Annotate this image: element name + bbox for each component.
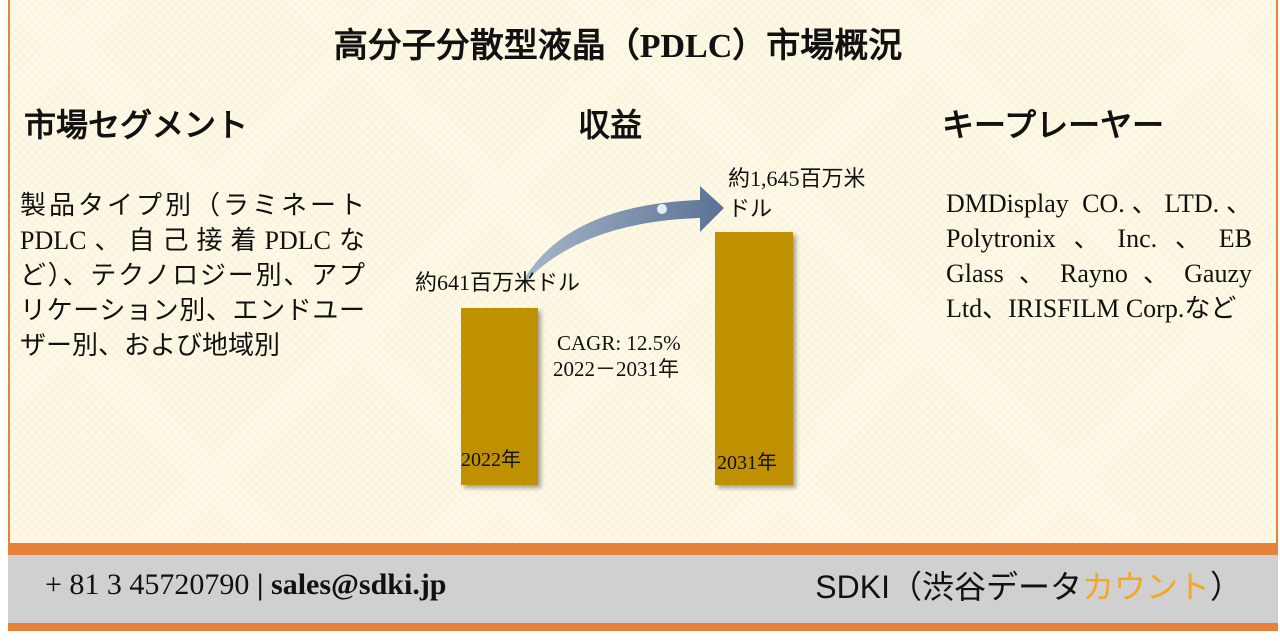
players-heading: キープレーヤー — [942, 107, 1165, 143]
players-text: DMDisplay CO.、LTD.、Polytronix、Inc.、EB Gl… — [946, 189, 1252, 323]
content-panel — [8, 0, 1278, 545]
growth-arrow — [518, 186, 724, 290]
start-value: 約641百万米ドル — [415, 270, 581, 295]
separator: | — [256, 568, 264, 601]
email: sales@sdki.jp — [271, 568, 447, 601]
phone: + 81 3 45720790 — [45, 568, 250, 601]
brand-highlight: カウント — [1081, 569, 1210, 605]
start-year: 2022年 — [461, 449, 521, 471]
revenue-graphic — [461, 186, 793, 485]
brand-text: ） — [1209, 569, 1242, 605]
footer-band — [8, 555, 1278, 623]
end-value: 約1,645百万米ドル — [728, 166, 866, 221]
cagr: CAGR: 12.5% — [557, 331, 681, 355]
bar-2022 — [461, 308, 538, 485]
footer-rule — [8, 623, 1278, 631]
footer-rule — [8, 545, 1278, 555]
brand: SDKI（渋谷データカウント） — [815, 562, 1242, 608]
brand-text: SDKI（渋谷データ — [815, 569, 1082, 605]
arrow-dot — [657, 204, 667, 214]
contact: + 81 3 45720790 | sales@sdki.jp — [45, 568, 447, 602]
cagr-period: 2022－2031年 — [553, 357, 679, 381]
segment-heading: 市場セグメント — [24, 107, 249, 143]
revenue-heading: 収益 — [578, 107, 643, 143]
end-year: 2031年 — [717, 452, 777, 474]
segment-text: 製品タイプ別（ラミネートPDLC、自己接着PDLCなど）、テクノロジー別、アプリ… — [20, 191, 365, 360]
title: 高分子分散型液晶（PDLC）市場概況 — [333, 28, 903, 65]
bar-2031 — [715, 232, 793, 485]
